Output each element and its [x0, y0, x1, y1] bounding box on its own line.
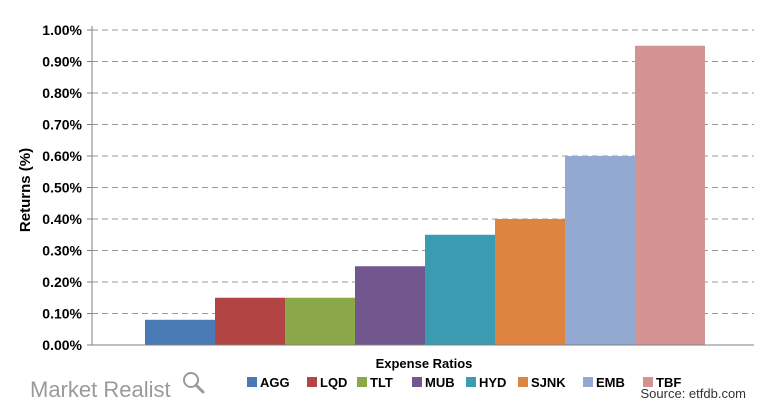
bar-agg [145, 319, 215, 345]
axes [91, 26, 754, 346]
legend-label: SJNK [531, 375, 566, 390]
bar-sjnk [495, 219, 565, 345]
y-tick-label: 0.50% [42, 180, 82, 196]
brand-name: Market Realist [30, 377, 171, 402]
legend-swatch [583, 377, 593, 387]
legend-swatch [247, 377, 257, 387]
bar-mub [355, 266, 425, 345]
y-tick-label: 0.90% [42, 54, 82, 70]
magnifier-icon [183, 372, 205, 394]
brand-logo: Market Realist [30, 372, 205, 402]
legend-swatch [412, 377, 422, 387]
legend-swatch [357, 377, 367, 387]
legend: AGG LQD TLT MUB HYD SJNK EMB TBF [247, 375, 681, 390]
legend-label: HYD [479, 375, 506, 390]
legend-swatch [643, 377, 653, 387]
legend-label: EMB [596, 375, 625, 390]
y-tick-labels: 0.00% 0.10% 0.20% 0.30% 0.40% 0.50% 0.60% 0.70%… [42, 22, 82, 353]
legend-label: MUB [425, 375, 455, 390]
source-note: Source: etfdb.com [641, 386, 747, 401]
y-tick-label: 0.70% [42, 117, 82, 133]
y-tick-label: 0.80% [42, 85, 82, 101]
legend-label: TBF [656, 375, 681, 390]
bars [145, 45, 705, 345]
y-tick-label: 0.20% [42, 274, 82, 290]
x-axis-title: Expense Ratios [376, 356, 473, 371]
legend-swatch [518, 377, 528, 387]
legend-label: AGG [260, 375, 290, 390]
bar-lqd [215, 297, 285, 345]
bar-emb [565, 156, 635, 345]
y-tick-label: 1.00% [42, 22, 82, 38]
y-tick-label: 0.30% [42, 243, 82, 259]
bar-tbf [635, 45, 705, 345]
y-tick-label: 0.60% [42, 148, 82, 164]
y-tick-label: 0.40% [42, 211, 82, 227]
y-axis-title: Returns (%) [17, 148, 34, 232]
bar-hyd [425, 234, 495, 345]
legend-label: TLT [370, 375, 393, 390]
y-tick-label: 0.00% [42, 337, 82, 353]
legend-swatch [307, 377, 317, 387]
bar-tlt [285, 297, 355, 345]
legend-label: LQD [320, 375, 347, 390]
legend-swatch [466, 377, 476, 387]
y-tick-label: 0.10% [42, 306, 82, 322]
